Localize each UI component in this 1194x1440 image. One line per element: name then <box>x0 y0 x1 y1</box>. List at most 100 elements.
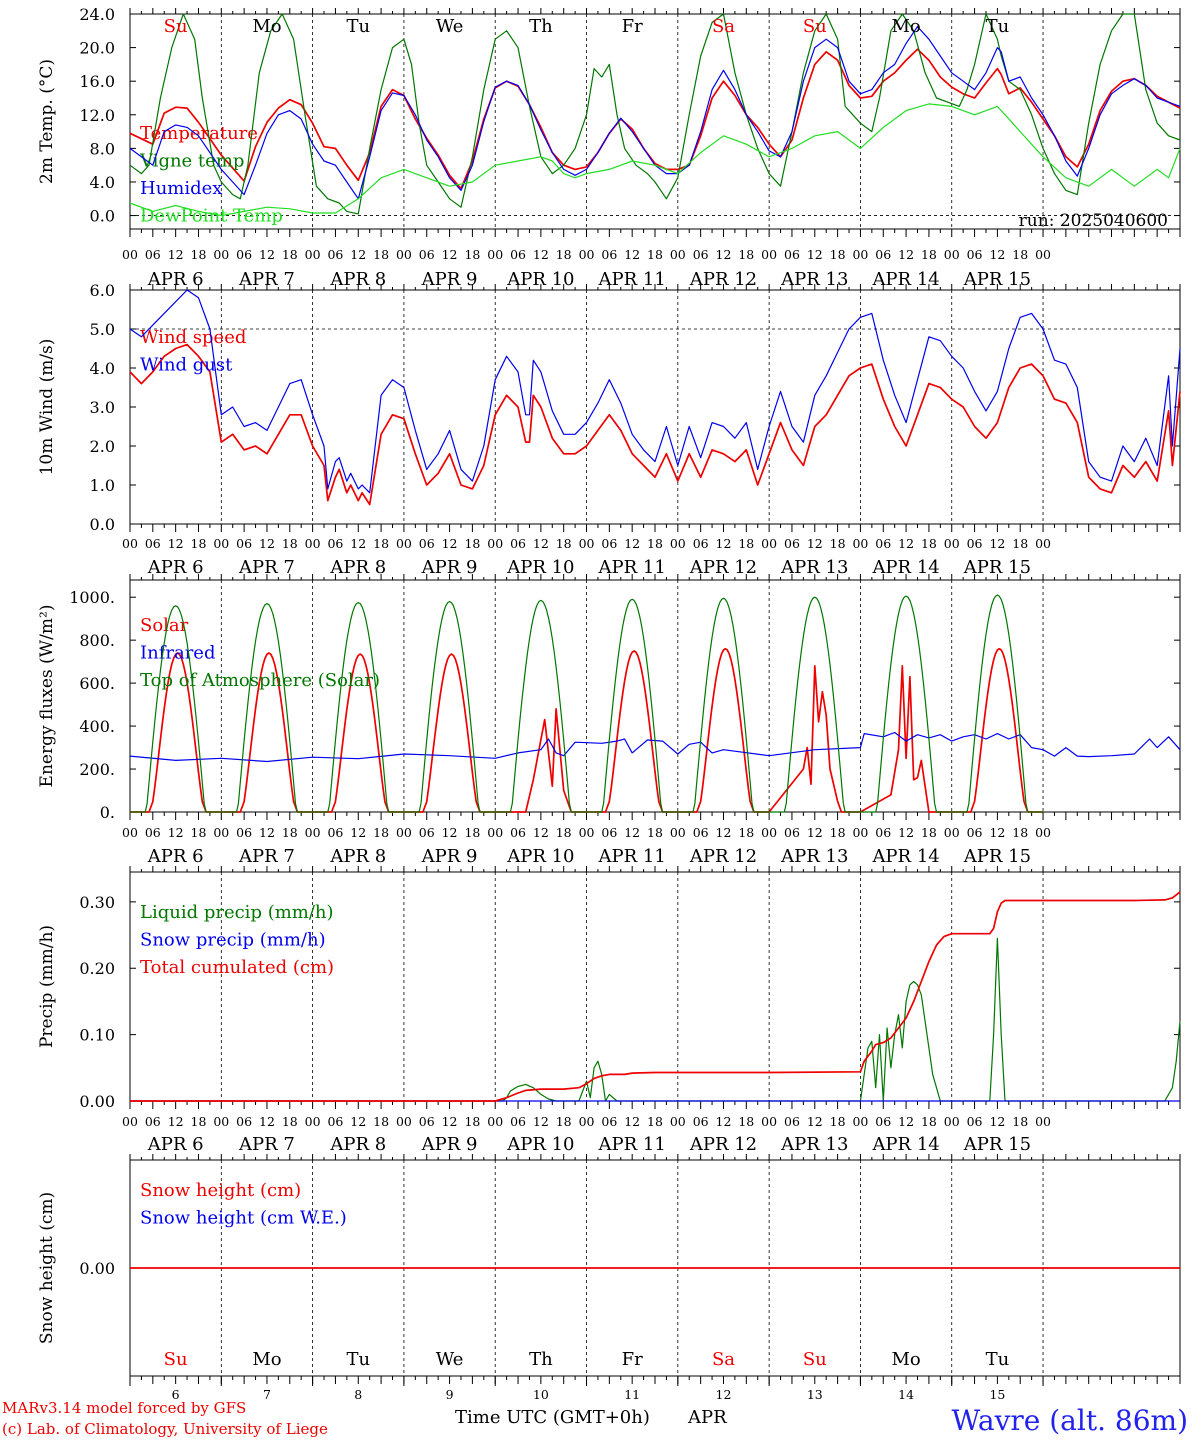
hour-label: 12 <box>989 247 1005 262</box>
date-label: APR 7 <box>238 846 295 867</box>
weekday-label: Mo <box>891 16 920 37</box>
hour-label: 00 <box>305 247 321 262</box>
hour-label: 12 <box>807 247 823 262</box>
hour-label: 06 <box>236 247 252 262</box>
hour-label: 18 <box>282 536 298 551</box>
hour-label: 06 <box>510 825 526 840</box>
y-axis-label: Precip (mm/h) <box>37 925 57 1048</box>
date-label: APR 8 <box>329 846 386 867</box>
hour-label: 18 <box>830 1114 846 1129</box>
series-line-energy-1 <box>129 731 1181 763</box>
hour-label: 12 <box>807 825 823 840</box>
date-label: APR 7 <box>238 269 295 290</box>
legend-entry: Liquid precip (mm/h) <box>140 902 334 923</box>
date-label: APR 11 <box>598 557 666 578</box>
hour-label: 06 <box>601 247 617 262</box>
hour-label: 00 <box>122 1114 138 1129</box>
hour-label: 00 <box>122 825 138 840</box>
y-tick-label: 0.00 <box>79 1092 115 1111</box>
hour-label: 00 <box>579 536 595 551</box>
hour-label: 00 <box>396 1114 412 1129</box>
hour-label: 06 <box>784 536 800 551</box>
weekday-label: Tu <box>986 16 1010 37</box>
legend-entry: DewPoint Temp <box>140 206 283 227</box>
legend-entry: Snow precip (mm/h) <box>140 930 326 951</box>
hour-label: 12 <box>989 536 1005 551</box>
hour-label: 06 <box>875 536 891 551</box>
hour-label: 12 <box>716 825 732 840</box>
hour-label: 18 <box>191 247 207 262</box>
hour-label: 00 <box>1035 1114 1051 1129</box>
panel-precip: 0.00 0.10 0.20 0.30 Precip (mm/h) 00 06 12 18 APR… <box>37 866 1181 1155</box>
hour-label: 18 <box>738 825 754 840</box>
hour-label: 18 <box>464 1114 480 1129</box>
hour-label: 18 <box>556 1114 572 1129</box>
hour-label: 00 <box>761 536 777 551</box>
hour-label: 18 <box>464 247 480 262</box>
y-tick-label: 16.0 <box>79 72 115 91</box>
date-label: APR 15 <box>963 846 1031 867</box>
hour-label: 18 <box>191 825 207 840</box>
hour-label: 06 <box>327 825 343 840</box>
hour-label: 06 <box>875 825 891 840</box>
date-label: APR 12 <box>689 557 757 578</box>
hour-label: 12 <box>807 1114 823 1129</box>
hour-label: 00 <box>213 247 229 262</box>
hour-label: 06 <box>875 1114 891 1129</box>
hour-label: 12 <box>716 1114 732 1129</box>
y-tick-label: 24.0 <box>79 5 115 24</box>
y-tick-label: 600. <box>79 674 115 693</box>
hour-label: 06 <box>419 825 435 840</box>
y-tick-label: 0.30 <box>79 893 115 912</box>
weekday-label: Sa <box>712 16 735 37</box>
hour-label: 12 <box>533 1114 549 1129</box>
panel-snow: 0.00 Snow height (cm) Snow height (cm) Snow… <box>37 1154 1181 1384</box>
hour-label: 12 <box>442 825 458 840</box>
hour-label: 06 <box>693 247 709 262</box>
hour-label: 18 <box>830 536 846 551</box>
legend-entry: Humidex <box>140 178 222 199</box>
hour-label: 06 <box>145 1114 161 1129</box>
hour-label: 06 <box>236 1114 252 1129</box>
hour-label: 06 <box>601 536 617 551</box>
y-tick-label: 0.0 <box>90 207 115 226</box>
day-number-label: 12 <box>716 1387 732 1402</box>
panel-wind: 0.0 1.0 2.0 3.0 4.0 5.0 6.0 10m Wind (m/s) 00 06 1… <box>37 281 1181 578</box>
y-axis-label: Energy fluxes (W/m²) <box>37 605 57 788</box>
date-label: APR 10 <box>506 1134 574 1155</box>
hour-label: 18 <box>1012 1114 1028 1129</box>
hour-label: 06 <box>510 536 526 551</box>
date-label: APR 14 <box>871 269 939 290</box>
date-label: APR 15 <box>963 557 1031 578</box>
y-tick-label: 3.0 <box>90 398 115 417</box>
y-tick-label: 12.0 <box>79 106 115 125</box>
hour-label: 12 <box>168 247 184 262</box>
hour-label: 12 <box>259 825 275 840</box>
hour-label: 12 <box>989 1114 1005 1129</box>
hour-label: 18 <box>464 536 480 551</box>
date-label: APR 6 <box>147 557 204 578</box>
y-tick-label: 8.0 <box>90 139 115 158</box>
date-label: APR 9 <box>421 269 478 290</box>
day-number-label: 7 <box>263 1387 271 1402</box>
hour-label: 00 <box>213 1114 229 1129</box>
hour-label: 18 <box>1012 247 1028 262</box>
day-number-label: 14 <box>898 1387 914 1402</box>
hour-label: 06 <box>784 825 800 840</box>
hour-label: 00 <box>852 825 868 840</box>
hour-label: 00 <box>213 536 229 551</box>
hour-label: 06 <box>327 247 343 262</box>
date-label: APR 11 <box>598 269 666 290</box>
hour-label: 06 <box>693 536 709 551</box>
weekday-label: Fr <box>622 16 643 37</box>
hour-label: 06 <box>145 247 161 262</box>
hour-label: 00 <box>852 1114 868 1129</box>
hour-label: 12 <box>259 536 275 551</box>
y-tick-label: 2.0 <box>90 437 115 456</box>
hour-label: 18 <box>921 536 937 551</box>
series-line-wind-0 <box>129 343 1181 506</box>
series-line-temp-2 <box>129 26 1181 200</box>
weekday-label: We <box>436 1349 464 1370</box>
date-label: APR 14 <box>871 1134 939 1155</box>
plot-frame <box>129 13 1181 230</box>
